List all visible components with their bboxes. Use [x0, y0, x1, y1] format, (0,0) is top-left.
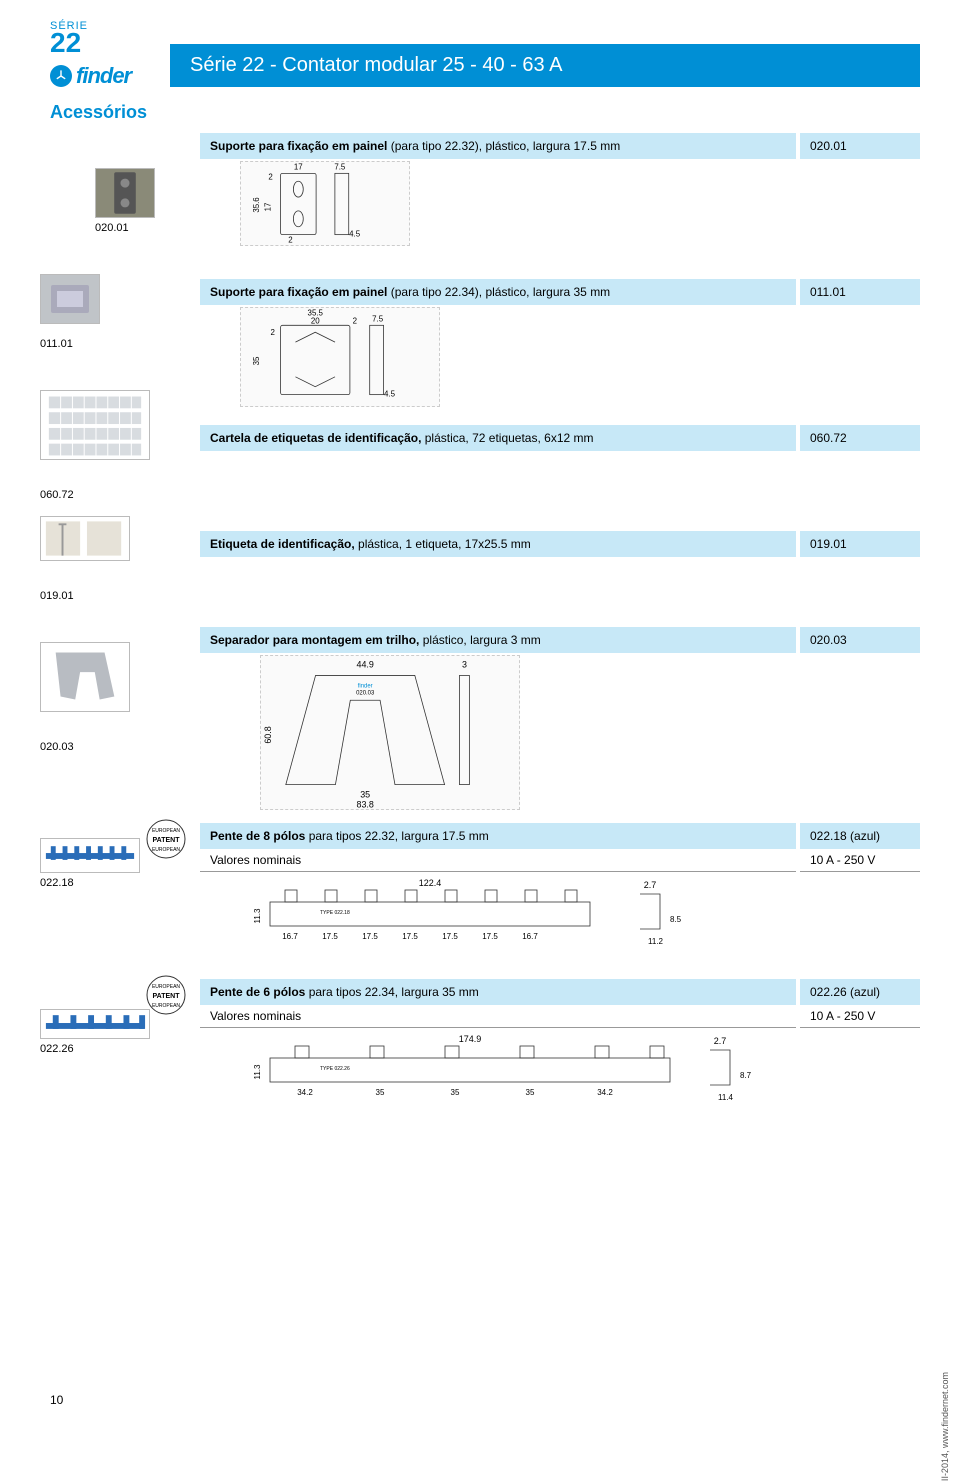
svg-text:20: 20: [311, 316, 320, 325]
svg-text:60.8: 60.8: [263, 726, 273, 743]
thumb-label: 020.03: [40, 741, 74, 753]
diagram-020-03: 44.9 3 60.8 35 83.8 finder 020.03: [260, 655, 520, 810]
svg-text:11.4: 11.4: [718, 1093, 734, 1102]
thumb-022-18: [40, 838, 140, 873]
thumb-label: 022.18: [40, 877, 74, 889]
thumb-020-01: [95, 168, 155, 218]
item-code: 022.26 (azul): [800, 979, 920, 1005]
svg-text:35: 35: [252, 356, 261, 365]
page-title: Série 22 - Contator modular 25 - 40 - 63…: [170, 44, 920, 87]
svg-text:11.2: 11.2: [648, 937, 664, 946]
svg-text:4.5: 4.5: [384, 390, 396, 399]
patent-stamp-icon: EUROPEAN PATENT EUROPEAN: [145, 818, 187, 860]
svg-text:17: 17: [294, 162, 303, 171]
svg-text:17.5: 17.5: [402, 932, 418, 941]
thumb-019-01: [40, 516, 130, 561]
svg-text:4.5: 4.5: [349, 230, 361, 239]
thumb-label: 022.26: [40, 1043, 74, 1055]
svg-text:EUROPEAN: EUROPEAN: [152, 984, 180, 990]
item-subdesc: Valores nominais: [200, 1005, 796, 1028]
svg-text:EUROPEAN: EUROPEAN: [152, 828, 180, 834]
item-code: 020.01: [800, 133, 920, 159]
thumb-020-03: [40, 642, 130, 712]
svg-text:PATENT: PATENT: [153, 837, 181, 844]
brand-name: finder: [76, 63, 131, 89]
svg-text:35: 35: [376, 1088, 385, 1097]
svg-text:16.7: 16.7: [522, 932, 538, 941]
item-code: 022.18 (azul): [800, 823, 920, 849]
svg-text:3: 3: [462, 660, 467, 670]
thumb-label: 019.01: [40, 590, 74, 602]
item-subdesc: Valores nominais: [200, 849, 796, 872]
acessorios-heading: Acessórios: [50, 102, 920, 123]
svg-text:17: 17: [264, 203, 273, 212]
svg-text:2.7: 2.7: [714, 1036, 727, 1046]
item-code: 019.01: [800, 531, 920, 557]
svg-text:44.9: 44.9: [357, 660, 374, 670]
svg-text:2: 2: [288, 236, 292, 245]
svg-text:7.5: 7.5: [372, 314, 384, 323]
diagram-020-01: 17 7.5 35.6 17 2 2 4.5: [240, 161, 410, 246]
svg-text:020.03: 020.03: [356, 690, 375, 696]
svg-text:17.5: 17.5: [442, 932, 458, 941]
page-number: 10: [50, 1393, 63, 1407]
svg-text:35: 35: [451, 1088, 460, 1097]
svg-text:finder: finder: [358, 683, 373, 689]
diagram-022-18: 122.4 2.7 11.3 16.7 17.5 17.5 17.5 17.5 …: [240, 874, 740, 964]
svg-text:34.2: 34.2: [297, 1088, 313, 1097]
logo-icon: [50, 65, 72, 87]
item-code: 060.72: [800, 425, 920, 451]
svg-text:34.2: 34.2: [597, 1088, 613, 1097]
svg-text:2: 2: [353, 316, 357, 325]
thumb-011-01-top: [40, 274, 100, 324]
brand-logo: finder: [50, 63, 131, 89]
item-code: 011.01: [800, 279, 920, 305]
svg-text:TYPE 022.26: TYPE 022.26: [320, 1066, 350, 1072]
item-desc: Cartela de etiquetas de identificação, p…: [200, 425, 796, 451]
svg-text:EUROPEAN: EUROPEAN: [152, 1003, 180, 1009]
footer-text: II-2014, www.findernet.com: [940, 1372, 950, 1481]
svg-text:35.6: 35.6: [252, 197, 261, 213]
svg-text:174.9: 174.9: [459, 1034, 482, 1044]
item-subcode: 10 A - 250 V: [800, 1005, 920, 1028]
item-desc: Pente de 6 pólos para tipos 22.34, largu…: [200, 979, 796, 1005]
item-code: 020.03: [800, 627, 920, 653]
patent-stamp-icon: EUROPEAN PATENT EUROPEAN: [145, 974, 187, 1016]
svg-text:2.7: 2.7: [644, 880, 657, 890]
item-desc: Pente de 8 pólos para tipos 22.32, largu…: [200, 823, 796, 849]
svg-text:8.5: 8.5: [670, 915, 682, 924]
svg-text:7.5: 7.5: [334, 162, 346, 171]
diagram-011-01: 35.5 20 2 7.5 35 2 4.5: [240, 307, 440, 407]
svg-text:11.3: 11.3: [253, 908, 262, 924]
item-subcode: 10 A - 250 V: [800, 849, 920, 872]
svg-text:83.8: 83.8: [357, 799, 374, 809]
svg-text:17.5: 17.5: [482, 932, 498, 941]
thumb-label: 060.72: [40, 489, 74, 501]
item-desc: Suporte para fixação em painel (para tip…: [200, 279, 796, 305]
item-desc: Suporte para fixação em painel (para tip…: [200, 133, 796, 159]
item-desc: Etiqueta de identificação, plástica, 1 e…: [200, 531, 796, 557]
svg-text:35: 35: [360, 789, 370, 799]
thumb-060-72: [40, 390, 150, 460]
thumb-022-26: [40, 1009, 150, 1039]
svg-text:16.7: 16.7: [282, 932, 298, 941]
svg-text:2: 2: [268, 172, 272, 181]
svg-text:8.7: 8.7: [740, 1071, 752, 1080]
svg-text:PATENT: PATENT: [153, 993, 181, 1000]
svg-text:2: 2: [270, 328, 274, 337]
thumb-label: 011.01: [40, 338, 73, 350]
svg-text:35: 35: [526, 1088, 535, 1097]
item-desc: Separador para montagem em trilho, plást…: [200, 627, 796, 653]
svg-text:11.3: 11.3: [253, 1064, 262, 1080]
svg-text:EUROPEAN: EUROPEAN: [152, 847, 180, 853]
svg-text:122.4: 122.4: [419, 878, 442, 888]
thumb-label: 020.01: [95, 222, 129, 234]
svg-text:17.5: 17.5: [362, 932, 378, 941]
diagram-022-26: 174.9 2.7 11.3 34.2 35 35 35 34.2 8.7 11…: [240, 1030, 740, 1120]
svg-text:TYPE 022.18: TYPE 022.18: [320, 910, 350, 916]
svg-text:17.5: 17.5: [322, 932, 338, 941]
